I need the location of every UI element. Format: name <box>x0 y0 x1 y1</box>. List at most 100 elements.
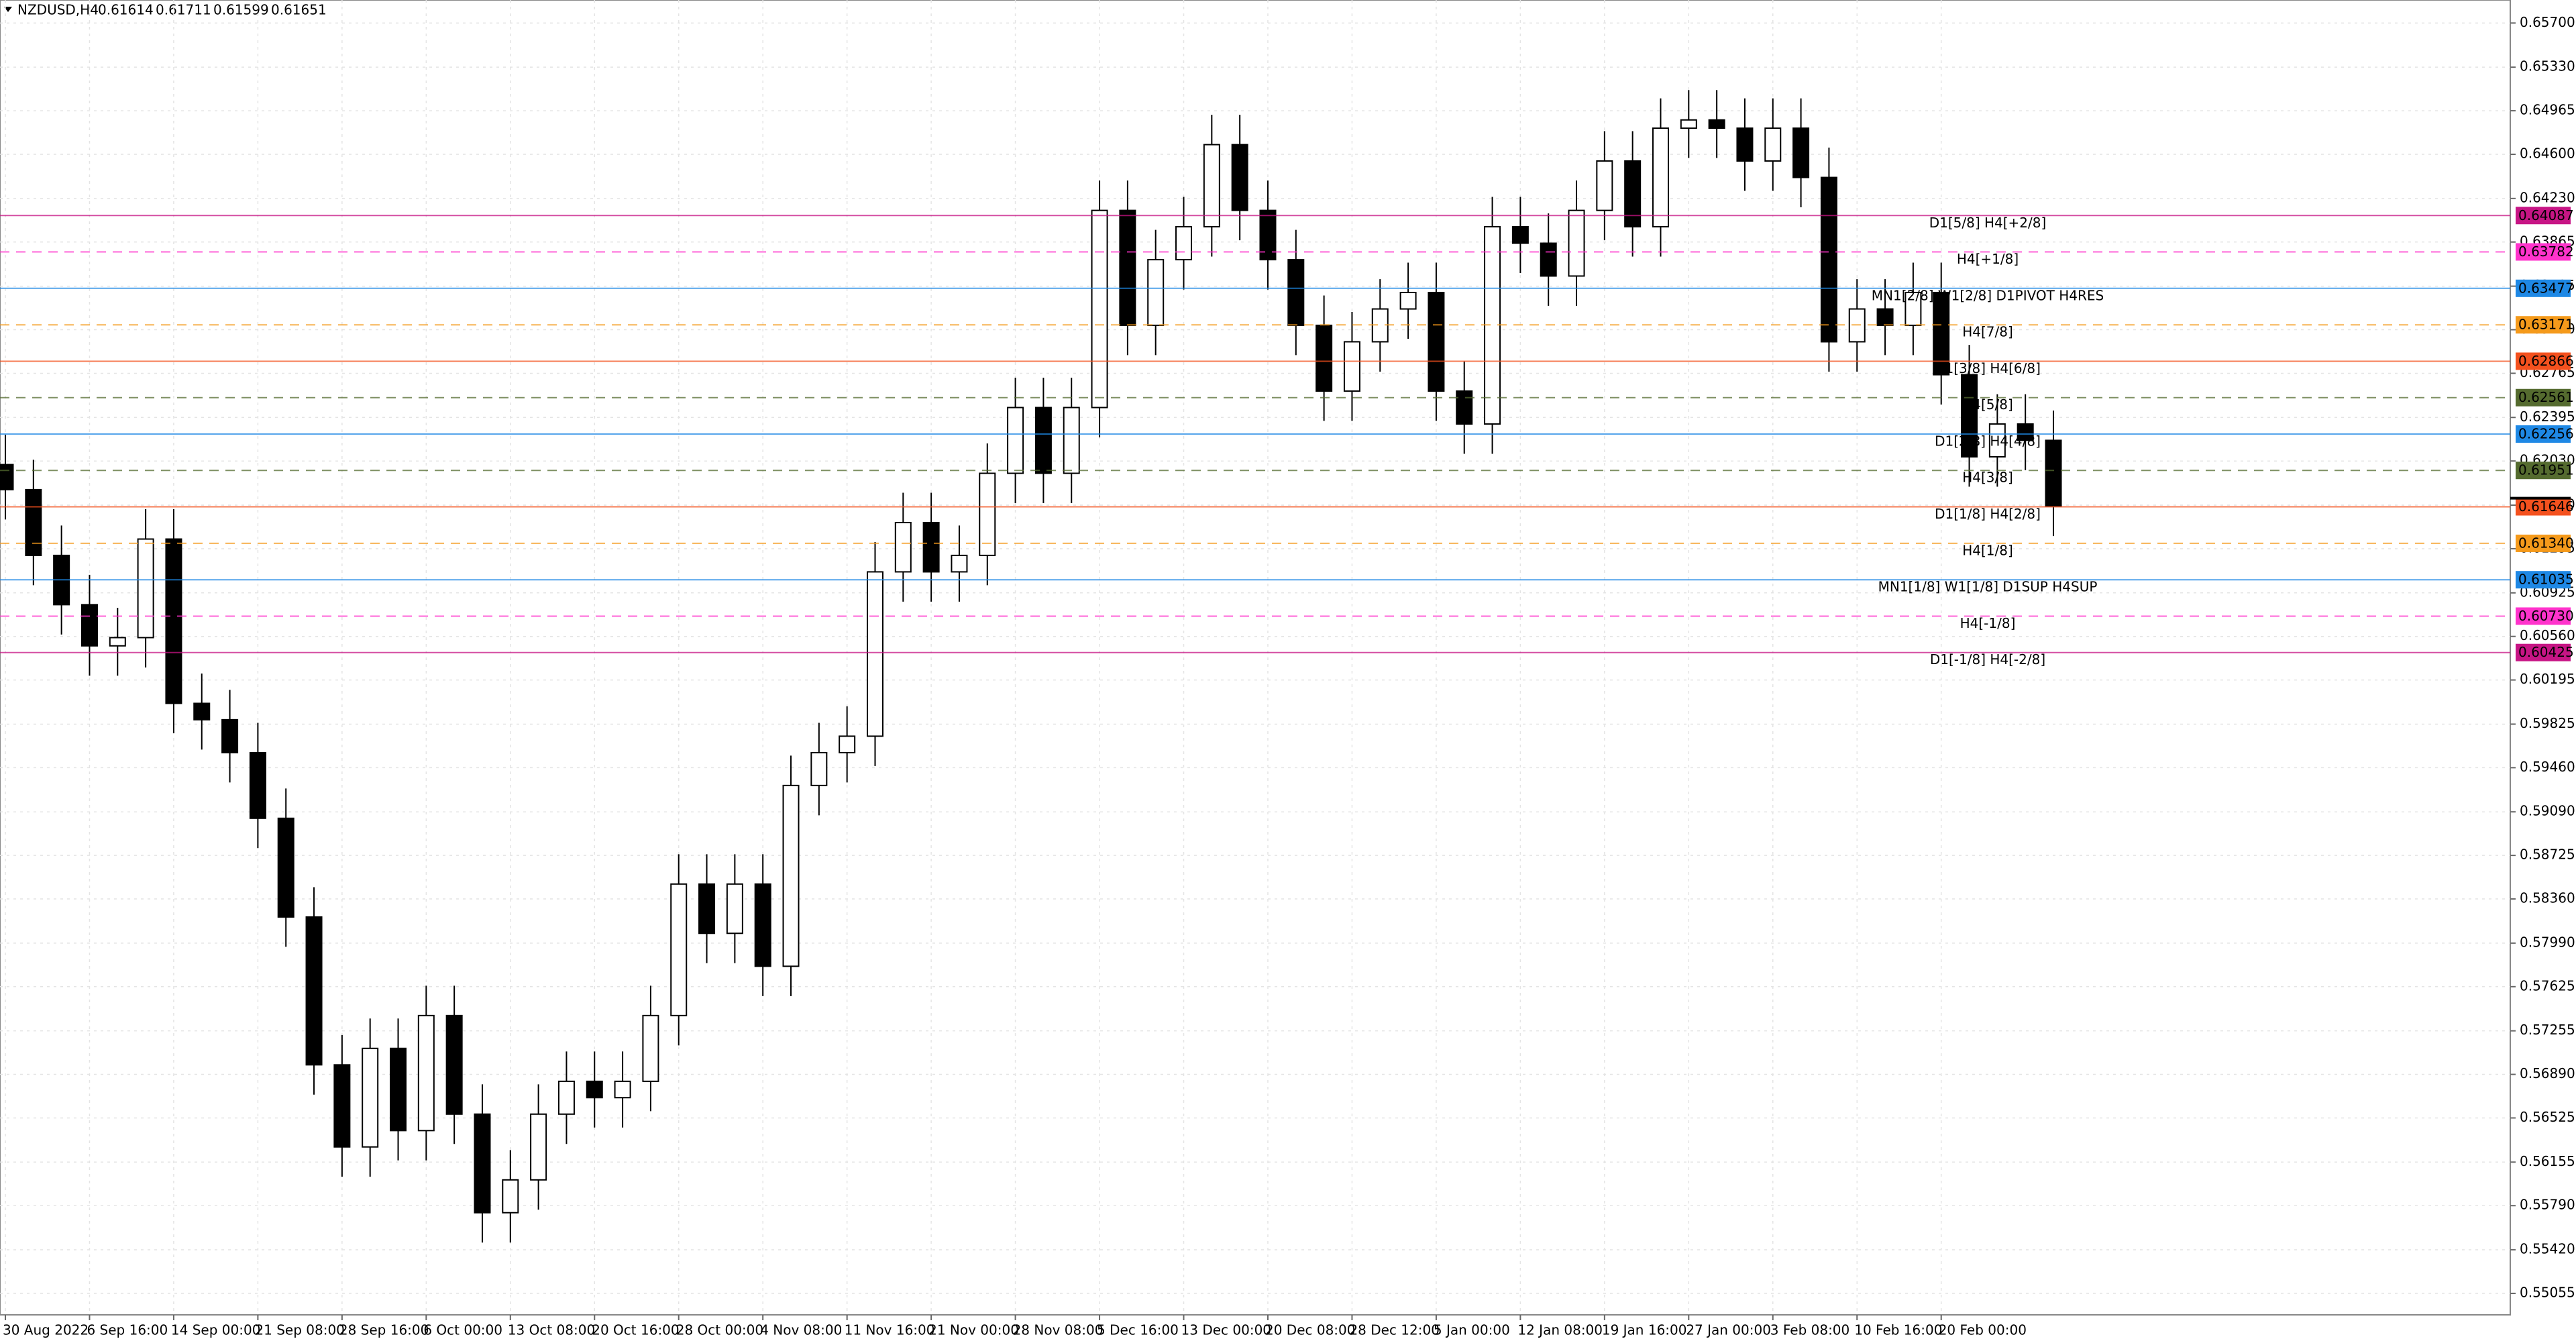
y-tick-label: 0.57255 <box>2520 1022 2575 1038</box>
low-price: 0.61599 <box>213 2 269 18</box>
y-tick-label: 0.57625 <box>2520 977 2575 994</box>
level-badge-label: 0.61646 <box>2518 498 2574 515</box>
candle-body <box>445 1014 463 1115</box>
level-label: D1[2/8] H4[4/8] <box>1935 433 2041 449</box>
candle-body <box>1119 209 1136 326</box>
candle-body <box>1259 209 1277 261</box>
level-badge <box>2516 207 2571 225</box>
candle-body <box>754 883 771 967</box>
candle-body <box>2017 423 2034 441</box>
candle-body <box>1708 119 1725 129</box>
close-price: 0.61651 <box>271 2 327 18</box>
level-badge <box>2516 643 2571 661</box>
x-tick-label: 20 Dec 08:00 <box>1265 1322 1356 1338</box>
level-badge-label: 0.61340 <box>2518 535 2574 551</box>
level-label: MN1[1/8] W1[1/8] D1SUP H4SUP <box>1878 579 2098 595</box>
x-tick-label: 6 Sep 16:00 <box>87 1322 168 1338</box>
candle-body <box>530 1113 547 1181</box>
x-tick-label: 14 Sep 00:00 <box>171 1322 261 1338</box>
level-badge <box>2516 462 2571 480</box>
candle-body <box>221 718 239 753</box>
level-badge-label: 0.63477 <box>2518 280 2574 296</box>
candle-body <box>1624 160 1642 227</box>
candle-body <box>1428 292 1445 392</box>
candle-body <box>839 735 856 753</box>
candle-body <box>1147 259 1165 326</box>
candle-body <box>1904 292 1922 326</box>
candle-body <box>1540 242 1557 277</box>
candle-body <box>502 1179 519 1214</box>
candle-body <box>390 1047 407 1132</box>
candle-body <box>1287 259 1305 326</box>
level-label: D1[1/8] H4[2/8] <box>1935 506 2041 522</box>
level-badge-label: 0.61035 <box>2518 572 2574 588</box>
y-tick-label: 0.56890 <box>2520 1065 2575 1081</box>
x-tick-label: 6 Oct 00:00 <box>423 1322 502 1338</box>
y-tick-label: 0.58360 <box>2520 890 2575 906</box>
candle-body <box>193 702 211 720</box>
level-label: D1[5/8] H4[+2/8] <box>1929 215 2047 231</box>
x-tick-label: 10 Feb 16:00 <box>1854 1322 1942 1338</box>
candle-body <box>109 637 126 647</box>
candle-body <box>1034 407 1052 474</box>
x-tick-label: 28 Nov 08:00 <box>1013 1322 1104 1338</box>
x-tick-label: 3 Feb 08:00 <box>1770 1322 1850 1338</box>
candle-body <box>1007 407 1024 474</box>
candle-body <box>165 538 182 704</box>
candle-body <box>249 751 266 819</box>
candle-body <box>137 538 154 639</box>
candle-body <box>474 1113 491 1214</box>
x-tick-label: 27 Jan 00:00 <box>1686 1322 1771 1338</box>
x-tick-label: 5 Dec 16:00 <box>1097 1322 1179 1338</box>
level-badge-label: 0.60730 <box>2518 608 2574 624</box>
candle-body <box>1063 407 1080 474</box>
candle-body <box>1511 225 1529 244</box>
candle-body <box>2045 439 2062 507</box>
candle-body <box>1091 209 1108 409</box>
x-tick-label: 20 Feb 00:00 <box>1939 1322 2027 1338</box>
level-badge <box>2516 352 2571 370</box>
y-tick-label: 0.59090 <box>2520 803 2575 819</box>
candle-body <box>922 521 940 573</box>
candle-body <box>782 784 800 967</box>
candle-body <box>1736 127 1754 162</box>
level-badge-label: 0.60425 <box>2518 644 2574 660</box>
x-tick-label: 5 Jan 00:00 <box>1434 1322 1510 1338</box>
candle-body <box>670 883 688 1016</box>
x-tick-label: 19 Jan 16:00 <box>1602 1322 1687 1338</box>
x-tick-label: 20 Oct 16:00 <box>592 1322 679 1338</box>
candle-body <box>866 571 883 737</box>
candle-body <box>1680 119 1697 129</box>
y-tick-label: 0.55790 <box>2520 1197 2575 1213</box>
candle-body <box>1764 127 1782 162</box>
candle-body <box>1820 176 1837 343</box>
y-tick-label: 0.57990 <box>2520 934 2575 950</box>
candle-body <box>1876 308 1894 326</box>
x-tick-label: 30 Aug 2022 <box>3 1322 89 1338</box>
level-label: H4[1/8] <box>1962 542 2013 558</box>
level-label: H4[7/8] <box>1962 324 2013 340</box>
candle-body <box>1456 390 1473 425</box>
candle-body <box>642 1014 659 1082</box>
candle-body <box>614 1080 631 1099</box>
candle-body <box>586 1080 603 1099</box>
y-tick-label: 0.64600 <box>2520 146 2575 162</box>
symbol: NZDUSD,H4 <box>17 2 99 18</box>
y-tick-label: 0.59460 <box>2520 759 2575 775</box>
level-badge-label: 0.63171 <box>2518 317 2574 333</box>
level-badge-label: 0.63782 <box>2518 244 2574 260</box>
candle-body <box>810 751 828 786</box>
level-label: H4[-1/8] <box>1960 615 2016 631</box>
menu-arrow[interactable] <box>4 7 12 12</box>
high-price: 0.61711 <box>156 2 211 18</box>
level-badge <box>2516 316 2571 334</box>
level-badge-label: 0.64087 <box>2518 207 2574 223</box>
x-tick-label: 28 Dec 12:00 <box>1349 1322 1440 1338</box>
candle-body <box>1961 374 1978 458</box>
y-tick-label: 0.58725 <box>2520 847 2575 863</box>
candle-body <box>979 472 996 556</box>
candle-body <box>1988 423 2006 458</box>
y-tick-label: 0.60195 <box>2520 671 2575 687</box>
